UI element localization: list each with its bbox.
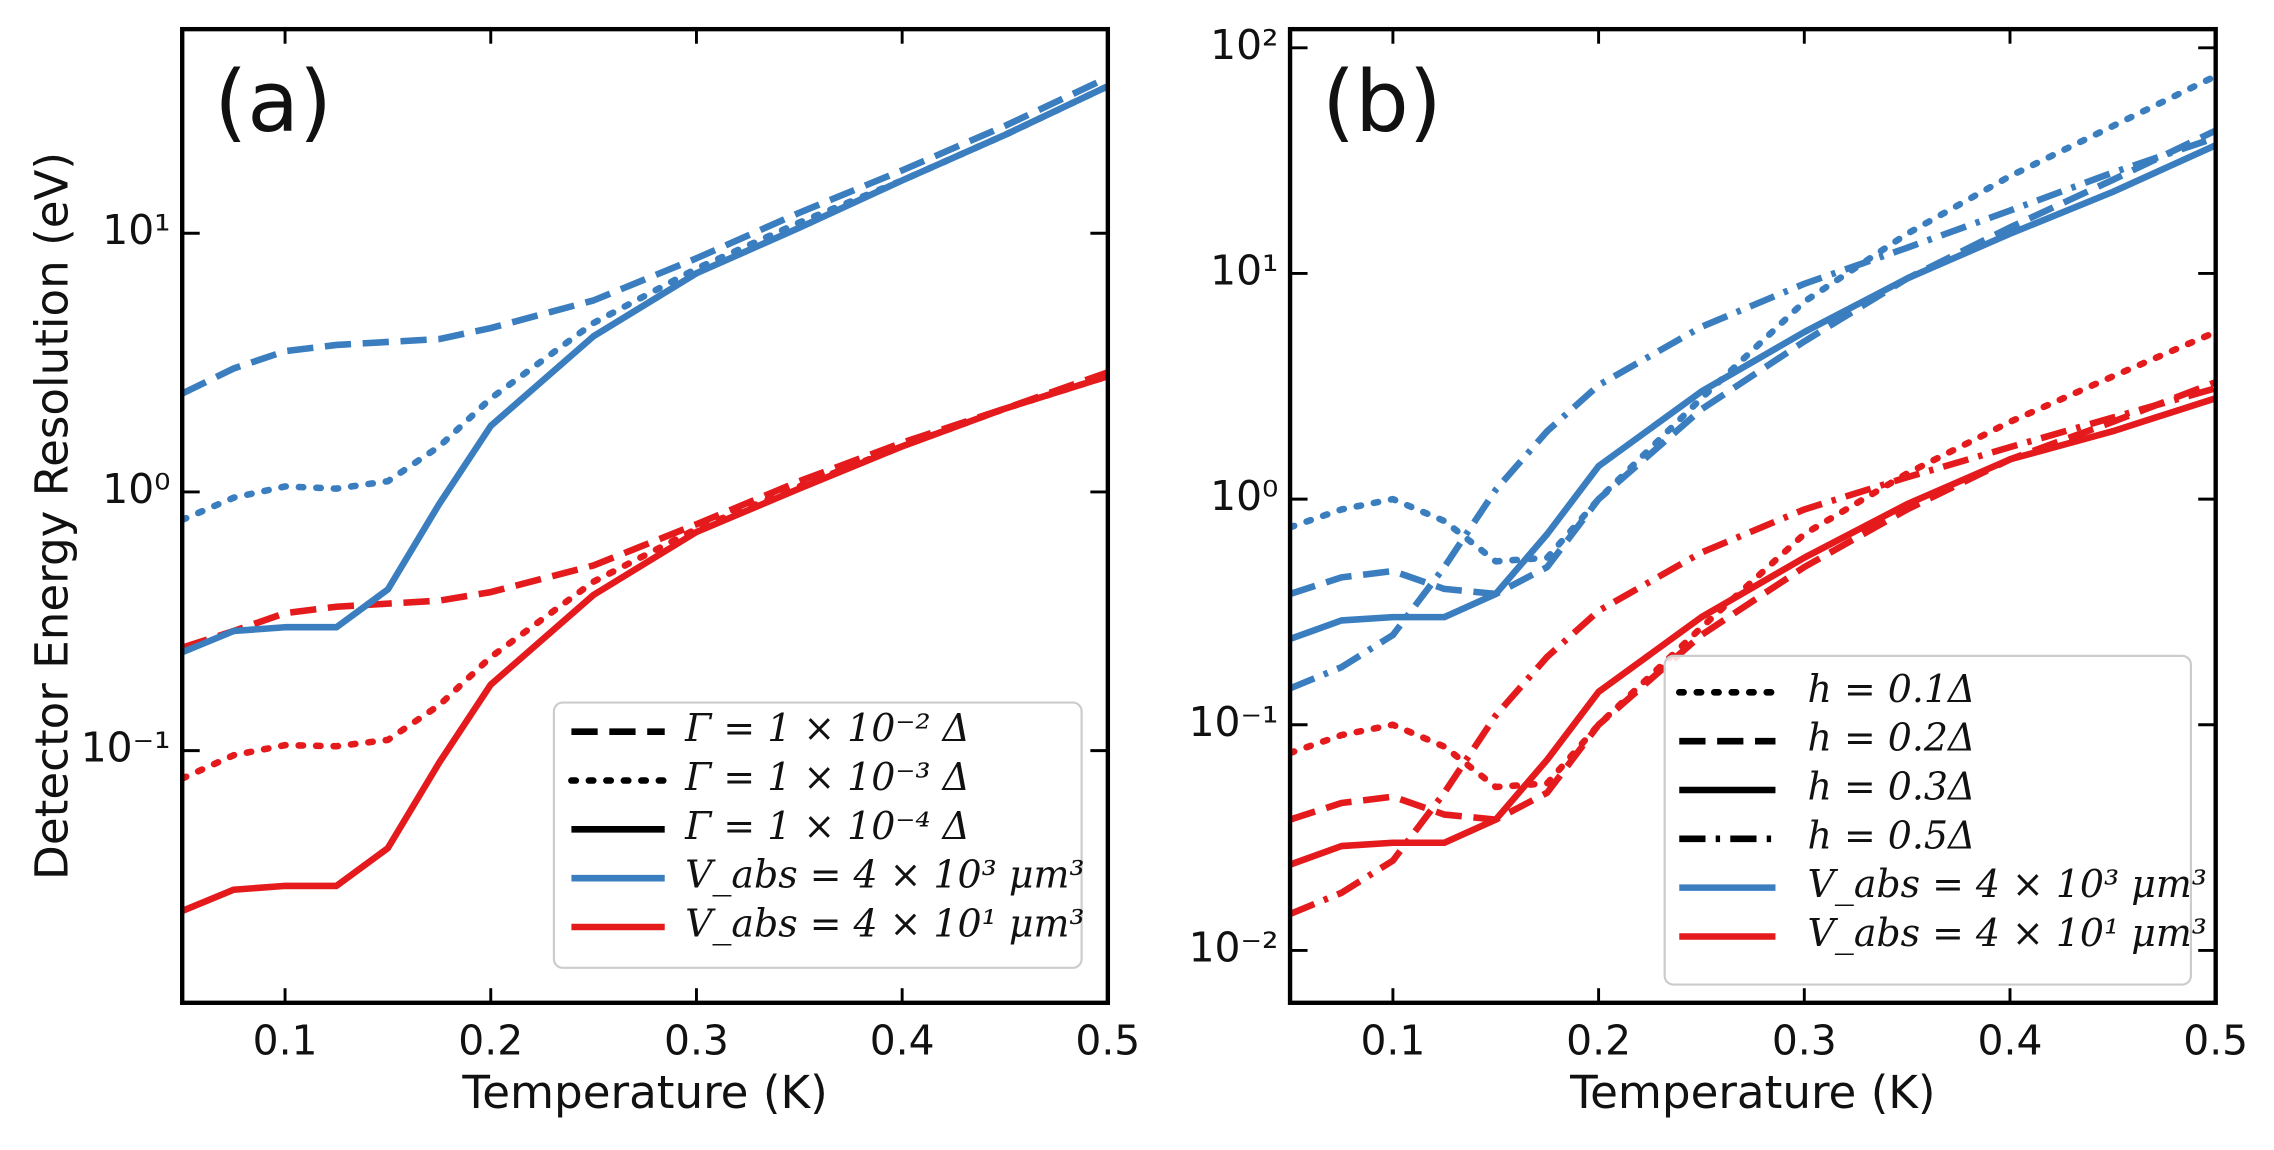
legend-label: V_abs = 4 × 10¹ μm³ [1808,911,2207,956]
x-tick-label: 0.2 [1566,1017,1631,1065]
x-tick-label: 0.4 [1978,1017,2043,1065]
y-tick-label: 10⁰ [1210,472,1278,520]
series-line [1290,134,2216,692]
x-tick-label: 0.1 [253,1017,318,1065]
x-tick-label: 0.5 [1075,1017,1140,1065]
y-tick-label: 10² [1210,21,1278,69]
legend-label: Γ = 1 × 10⁻³ Δ [684,755,970,799]
series-line [182,74,1108,397]
series-line [182,83,1108,656]
y-tick-label: 10¹ [1210,246,1278,294]
x-tick-label: 0.5 [2183,1017,2248,1065]
axes-frame [180,26,1111,1005]
x-tick-label: 0.3 [1772,1017,1837,1065]
x-tick-label: 0.2 [458,1017,523,1065]
y-tick-label: 10¹ [102,206,170,254]
x-tick-label: 0.3 [664,1017,729,1065]
x-axis-label: Temperature (K) [461,1066,827,1119]
legend-label: h = 0.3Δ [1808,764,1976,808]
legend-label: V_abs = 4 × 10³ μm³ [1808,862,2207,907]
legend-box [552,701,1083,969]
legend-label: V_abs = 4 × 10³ μm³ [685,853,1084,898]
series-line [1290,385,2216,918]
legend-label: h = 0.1Δ [1808,667,1976,711]
legend-label: Γ = 1 × 10⁻⁴ Δ [684,804,970,848]
y-tick-label: 10⁻¹ [1189,698,1279,746]
series-line [1290,395,2216,868]
series-line [182,373,1108,915]
y-tick-label: 10⁻¹ [81,724,171,772]
plot-area [1290,72,2216,918]
y-axis-label: Detector Energy Resolution (eV) [25,152,78,880]
panel-label: (b) [1322,53,1442,151]
legend-label: Γ = 1 × 10⁻² Δ [684,706,970,750]
x-axis-label: Temperature (K) [1569,1066,1935,1119]
x-tick-label: 0.1 [1360,1017,1425,1065]
series-line [1290,142,2216,643]
legend-label: h = 0.2Δ [1808,716,1976,760]
legend-label: V_abs = 4 × 10¹ μm³ [685,901,1084,946]
series-line [182,369,1108,651]
series-line [1290,127,2216,598]
y-tick-label: 10⁰ [102,465,170,513]
legend-label: h = 0.5Δ [1808,813,1976,857]
y-tick-label: 10⁻² [1189,923,1279,971]
series-line [1290,328,2216,791]
legend-box [1663,654,2193,986]
axes-frame [1287,26,2218,1005]
panel-label: (a) [214,53,332,151]
x-tick-label: 0.4 [870,1017,935,1065]
plot-area [182,74,1108,915]
series-line [1290,72,2216,565]
